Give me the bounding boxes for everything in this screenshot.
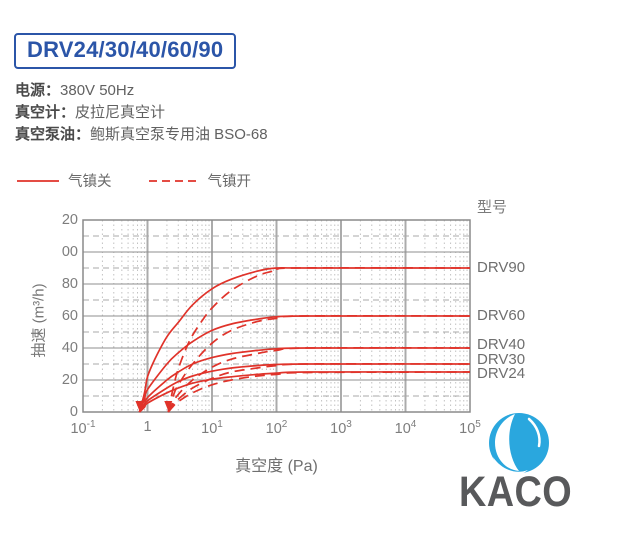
spec-label: 真空计： bbox=[15, 104, 76, 121]
kaco-logo: KACO bbox=[455, 408, 620, 523]
speed-curve-DRV90-closed bbox=[138, 266, 470, 413]
logo-globe-icon bbox=[489, 413, 549, 475]
ultimate-pressure-arrow bbox=[135, 401, 144, 411]
chart-legend: 气镇关 气镇开 bbox=[17, 170, 251, 191]
solid-line-icon bbox=[17, 179, 59, 182]
speed-curve-DRV24-open bbox=[167, 371, 471, 413]
speed-curve-DRV60-open bbox=[167, 314, 471, 413]
spec-value: 鲍斯真空泵专用油 BSO-68 bbox=[90, 126, 268, 143]
speed-curve-DRV30-open bbox=[167, 363, 471, 413]
spec-label: 电源： bbox=[15, 82, 61, 99]
spec-value: 380V 50Hz bbox=[60, 82, 135, 99]
spec-row-oil: 真空泵油：鲍斯真空泵专用油 BSO-68 bbox=[15, 124, 268, 146]
dashed-line-icon bbox=[148, 179, 199, 182]
model-series-title: DRV24/30/40/60/90 bbox=[14, 33, 237, 69]
ultimate-pressure-arrow bbox=[164, 401, 173, 411]
spec-row-gauge: 真空计：皮拉尼真空计 bbox=[15, 102, 268, 124]
spec-label: 真空泵油： bbox=[15, 126, 91, 143]
speed-curve-DRV40-closed bbox=[138, 347, 471, 413]
logo-text: KACO bbox=[459, 468, 573, 516]
speed-curve-DRV90-open bbox=[167, 266, 471, 413]
speed-curve-DRV40-open bbox=[167, 346, 471, 413]
spec-list: 电源：380V 50Hz 真空计：皮拉尼真空计 真空泵油：鲍斯真空泵专用油 BS… bbox=[15, 80, 268, 146]
model-series-title-text: DRV24/30/40/60/90 bbox=[27, 37, 224, 62]
legend-item-gas-ballast-open: 气镇开 bbox=[148, 170, 252, 191]
spec-value: 皮拉尼真空计 bbox=[75, 104, 166, 121]
legend-item-gas-ballast-closed: 气镇关 bbox=[17, 170, 112, 191]
spec-row-power: 电源：380V 50Hz bbox=[15, 80, 268, 102]
legend-label: 气镇开 bbox=[207, 174, 252, 190]
legend-label: 气镇关 bbox=[68, 174, 112, 190]
